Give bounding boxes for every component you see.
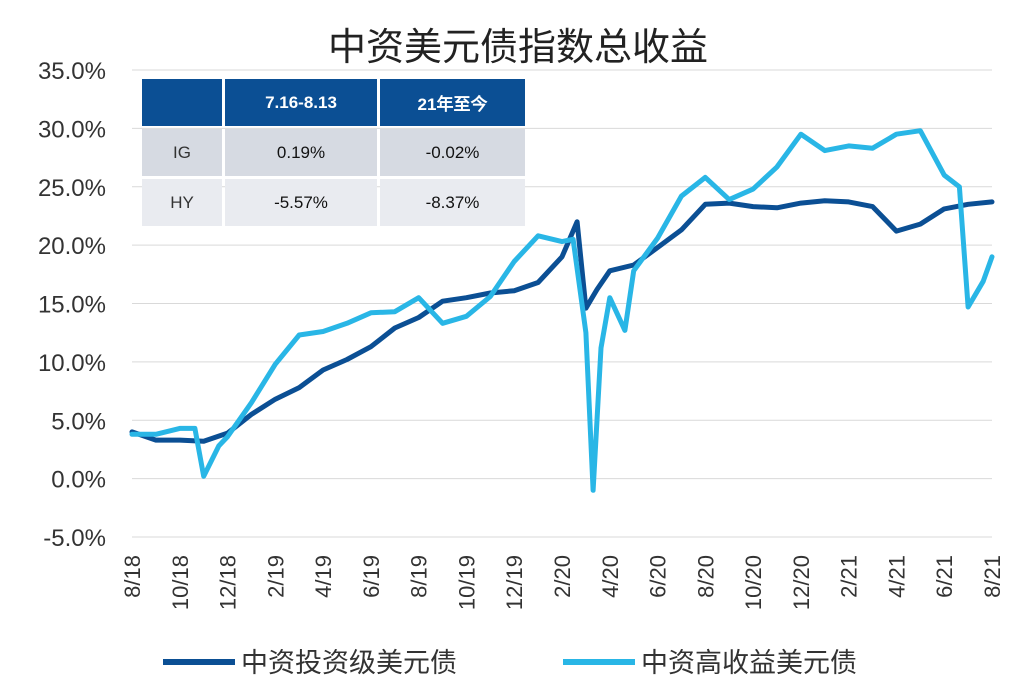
y-tick-label: 0.0% <box>51 467 106 494</box>
x-tick-label: 2/20 <box>550 555 575 598</box>
x-tick-label: 12/20 <box>789 555 814 610</box>
x-tick-label: 2/21 <box>837 555 862 598</box>
table-header-cell: 21年至今 <box>380 79 525 126</box>
y-tick-label: 30.0% <box>38 116 106 143</box>
table-cell: 0.19% <box>225 129 377 176</box>
row-label: IG <box>142 129 222 176</box>
table-cell: -8.37% <box>380 179 525 226</box>
y-tick-label: 10.0% <box>38 350 106 377</box>
x-tick-label: 8/18 <box>120 555 145 598</box>
y-tick-label: -5.0% <box>43 525 106 552</box>
legend-label-hy: 中资高收益美元债 <box>641 648 857 679</box>
table-row: IG 0.19% -0.02% <box>142 129 525 176</box>
legend: 中资投资级美元债 中资高收益美元债 <box>163 648 857 679</box>
y-tick-label: 35.0% <box>38 58 106 85</box>
x-tick-label: 2/19 <box>263 555 288 598</box>
y-tick-label: 20.0% <box>38 233 106 260</box>
x-axis-ticks: 8/18 10/18 12/18 2/19 4/19 6/19 8/19 10/19 12/19… <box>120 555 1005 610</box>
x-tick-label: 8/19 <box>407 555 432 598</box>
x-tick-label: 4/19 <box>311 555 336 598</box>
x-tick-label: 10/20 <box>741 555 766 610</box>
x-tick-label: 6/20 <box>646 555 671 598</box>
table-row: HY -5.57% -8.37% <box>142 179 525 226</box>
x-tick-label: 12/19 <box>502 555 527 610</box>
x-tick-label: 6/19 <box>359 555 384 598</box>
table-header-row: 7.16-8.13 21年至今 <box>142 79 525 126</box>
series-line-hy <box>129 128 995 493</box>
legend-label-ig: 中资投资级美元债 <box>241 648 457 679</box>
table-cell: -5.57% <box>225 179 377 226</box>
x-tick-label: 8/21 <box>980 555 1005 598</box>
x-tick-label: 4/21 <box>884 555 909 598</box>
x-tick-label: 10/19 <box>454 555 479 610</box>
summary-table: 7.16-8.13 21年至今 IG 0.19% -0.02% HY -5.57… <box>139 76 528 229</box>
table-header-cell: 7.16-8.13 <box>225 79 377 126</box>
y-tick-label: 5.0% <box>51 408 106 435</box>
x-tick-label: 8/20 <box>693 555 718 598</box>
table-header-cell <box>142 79 222 126</box>
row-label: HY <box>142 179 222 226</box>
series-lines <box>129 128 995 493</box>
table-cell: -0.02% <box>380 129 525 176</box>
y-tick-label: 25.0% <box>38 175 106 202</box>
series-line-ig <box>129 198 995 444</box>
y-tick-label: 15.0% <box>38 292 106 319</box>
chart-title: 中资美元债指数总收益 <box>328 25 708 69</box>
x-tick-label: 10/18 <box>168 555 193 610</box>
x-tick-label: 6/21 <box>932 555 957 598</box>
y-axis-ticks: 35.0% 30.0% 25.0% 20.0% 15.0% 10.0% 5.0% 0.0% -5… <box>38 58 106 552</box>
x-tick-label: 12/18 <box>216 555 241 610</box>
x-tick-label: 4/20 <box>598 555 623 598</box>
